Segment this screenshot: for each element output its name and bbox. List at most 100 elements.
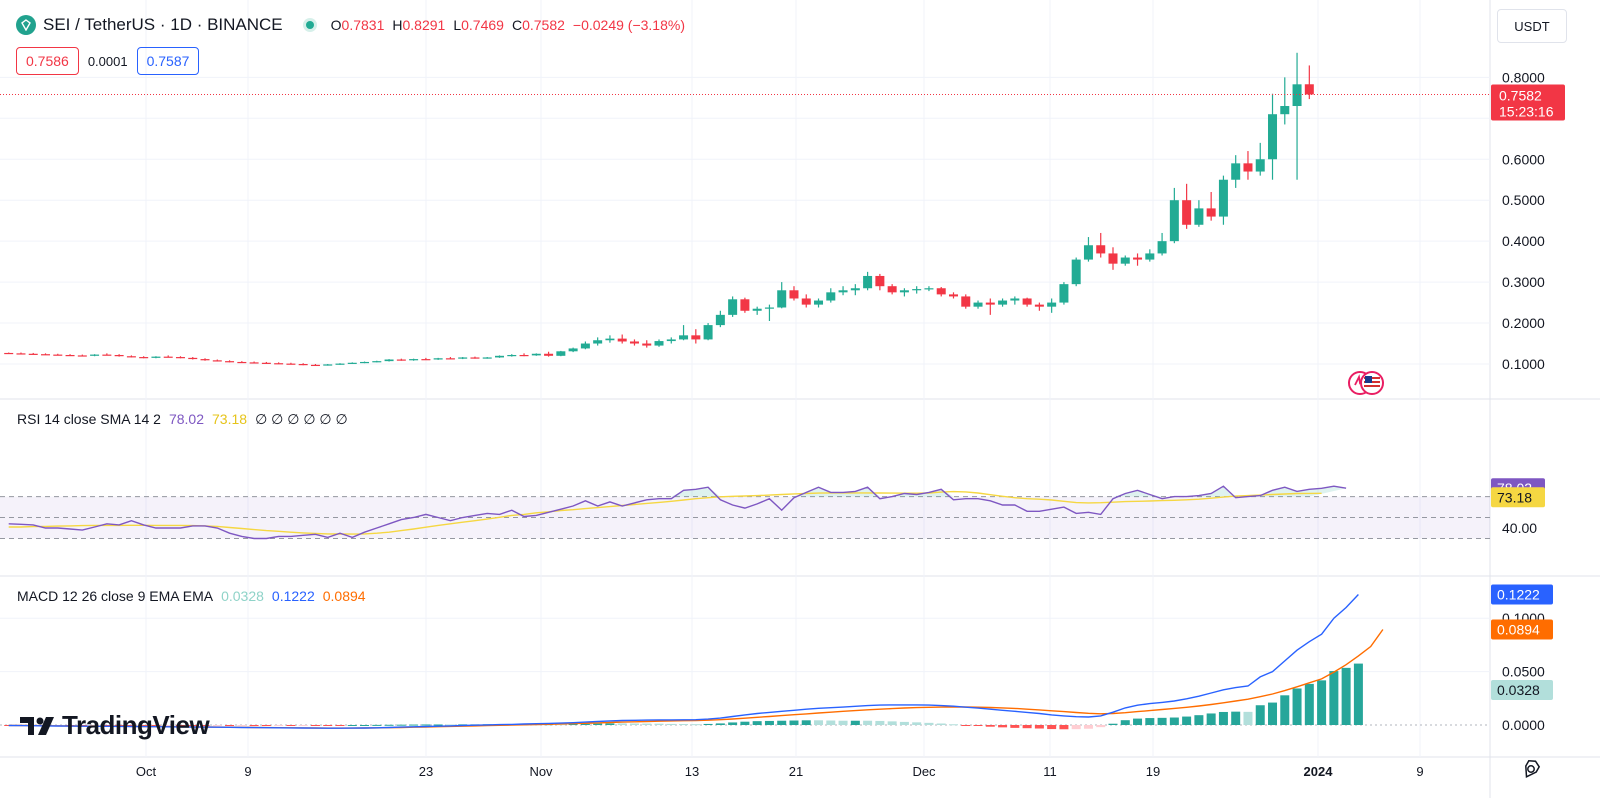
- rsi-sma-legend-value: 73.18: [212, 411, 248, 427]
- macd-histogram-bar: [924, 722, 934, 725]
- candle-body: [409, 359, 419, 361]
- candle-body: [752, 308, 762, 311]
- candle-body: [163, 356, 173, 358]
- macd-histogram-bar: [826, 720, 836, 725]
- time-axis-label: 19: [1146, 764, 1160, 779]
- candle-body: [286, 363, 296, 365]
- macd-histogram-bar: [1182, 716, 1192, 725]
- macd-histogram-bar: [715, 723, 725, 725]
- candle-body: [1182, 200, 1192, 225]
- candle-body: [703, 325, 713, 340]
- candle-body: [838, 290, 848, 293]
- macd-histogram-bar: [1231, 711, 1241, 725]
- settings-icon[interactable]: [1519, 757, 1543, 781]
- macd-histogram-bar: [1268, 702, 1278, 725]
- macd-histogram-bar: [286, 725, 296, 726]
- candle-body: [948, 294, 958, 297]
- macd-histogram-bar: [114, 725, 124, 726]
- candle-body: [1022, 298, 1032, 305]
- rsi-lines: [8, 485, 1347, 540]
- macd-histogram-bar: [593, 723, 603, 725]
- macd-histogram-bar: [605, 723, 615, 725]
- last-price-label: 0.7582: [1499, 87, 1542, 103]
- candle-body: [936, 288, 946, 295]
- candle-body: [1108, 253, 1118, 264]
- macd-histogram-bar: [237, 725, 247, 726]
- macd-legend[interactable]: MACD 12 26 close 9 EMA EMA 0.0328 0.1222…: [17, 588, 366, 604]
- candle-body: [53, 354, 63, 356]
- candle-body: [347, 362, 357, 364]
- rsi-legend-value: 78.02: [168, 411, 205, 427]
- candle-body: [28, 353, 38, 355]
- low-value: 0.7469: [461, 17, 504, 33]
- macd-hist-legend-value: 0.0328: [221, 588, 264, 604]
- candle-body: [593, 340, 603, 344]
- macd-histogram-bar: [764, 720, 774, 725]
- tradingview-logo[interactable]: TradingView: [20, 710, 210, 741]
- price-tick-label: 0.1000: [1502, 356, 1545, 372]
- candle-body: [899, 290, 909, 293]
- price-tick-label: 0.6000: [1502, 151, 1545, 167]
- candle-body: [1047, 302, 1057, 307]
- macd-histogram-bar: [163, 725, 173, 726]
- candle-body: [961, 296, 971, 307]
- macd-histogram-bar: [629, 723, 639, 725]
- candle-body: [1206, 208, 1216, 217]
- macd-histogram-bar: [1317, 680, 1327, 725]
- macd-histogram-bar: [985, 725, 995, 727]
- candle-body: [384, 359, 394, 362]
- macd-histogram-bar: [752, 721, 762, 725]
- candle-body: [519, 354, 529, 357]
- symbol-title[interactable]: SEI / TetherUS · 1D · BINANCE: [43, 15, 283, 34]
- market-open-icon: [302, 18, 317, 32]
- time-axis[interactable]: Oct 9 23 Nov 13 21 Dec 11 19 2024 9: [136, 764, 1424, 779]
- candle-body: [1083, 245, 1093, 260]
- macd-histogram-bar: [188, 725, 198, 726]
- rsi-sma-label: 73.18: [1497, 489, 1532, 505]
- macd-histogram-bar: [396, 724, 406, 726]
- price-axis[interactable]: 0.8000 0.6000 0.5000 0.4000 0.3000 0.2000 0.10…: [1491, 69, 1565, 733]
- macd-histogram-bar: [1292, 688, 1302, 725]
- macd-tick-label: 0.0000: [1502, 717, 1545, 733]
- candle-body: [151, 356, 161, 358]
- economic-event-flag-icon[interactable]: [1346, 369, 1386, 397]
- time-axis-label: Oct: [136, 764, 157, 779]
- candle-body: [1145, 253, 1155, 260]
- macd-histogram-bar: [1059, 725, 1069, 730]
- buy-price-button[interactable]: 0.7587: [136, 47, 200, 75]
- candle-body: [679, 335, 689, 340]
- time-axis-label: 23: [419, 764, 433, 779]
- candle-body: [568, 348, 578, 352]
- ohlc-values: O0.7831 H0.8291 L0.7469 C0.7582 −0.0249 …: [331, 17, 685, 33]
- candle-body: [433, 358, 443, 360]
- macd-histogram-bar: [1034, 725, 1044, 729]
- macd-value-label: 0.1222: [1497, 586, 1540, 602]
- high-label: H: [392, 17, 403, 33]
- macd-histogram-bar: [1169, 717, 1179, 725]
- candle-body: [654, 341, 664, 346]
- candle-body: [789, 290, 799, 299]
- macd-histogram-bar: [642, 723, 652, 725]
- macd-histogram-bar: [654, 723, 664, 725]
- candle-body: [826, 292, 836, 301]
- time-axis-label: 9: [1416, 764, 1423, 779]
- candle-body: [507, 354, 517, 357]
- time-axis-label: 9: [244, 764, 251, 779]
- candle-body: [1133, 257, 1143, 260]
- candle-body: [1255, 159, 1265, 172]
- currency-button[interactable]: USDT: [1497, 9, 1567, 43]
- candle-body: [642, 343, 652, 346]
- macd-histogram-bar: [1010, 725, 1020, 728]
- sell-price-button[interactable]: 0.7586: [16, 47, 79, 75]
- candle-body: [200, 359, 210, 361]
- hist-value-label-bg: [1491, 679, 1553, 700]
- candle-body: [666, 339, 676, 342]
- macd-histogram-bar: [1304, 683, 1314, 725]
- low-label: L: [453, 17, 462, 33]
- candle-body: [1169, 200, 1179, 242]
- candle-body: [212, 360, 222, 362]
- candle-body: [65, 354, 75, 357]
- time-axis-label: 21: [789, 764, 803, 779]
- rsi-legend[interactable]: RSI 14 close SMA 14 2 78.02 73.18 ∅ ∅ ∅ …: [17, 411, 348, 428]
